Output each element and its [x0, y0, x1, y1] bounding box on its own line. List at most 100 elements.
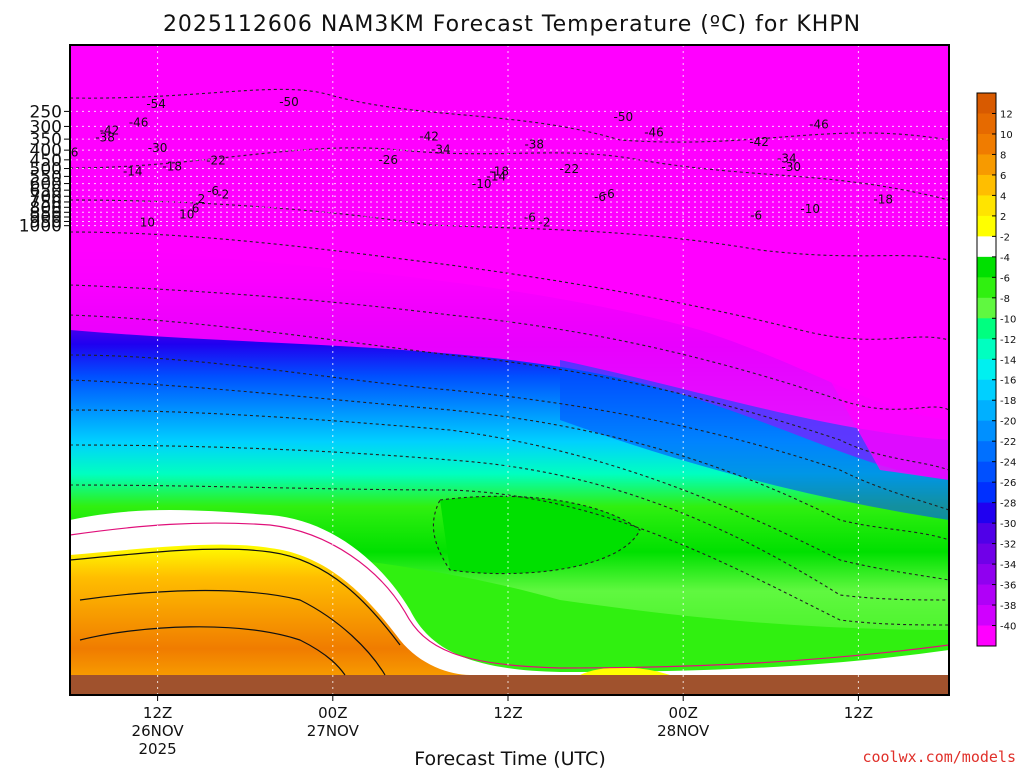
contour-label: -46	[644, 126, 664, 140]
colorbar-label: -10	[1000, 314, 1016, 325]
contour-label: 10	[140, 216, 155, 230]
contour-label: -38	[95, 130, 115, 144]
colorbar-swatch	[977, 195, 996, 217]
colorbar-frame	[976, 92, 997, 647]
y-tick-label: 1000	[19, 217, 62, 237]
colorbar-swatch	[977, 502, 996, 524]
colorbar-label: -34	[1000, 560, 1016, 571]
cold-midlevel-tongue	[560, 360, 949, 520]
contour-label: -30	[781, 160, 801, 174]
y-tick-label: 400	[30, 141, 62, 161]
contour-label: -46	[129, 116, 149, 130]
y-tick-label: 850	[30, 203, 62, 223]
colorbar-swatch	[977, 297, 996, 319]
contour-label: 10	[179, 208, 194, 222]
colorbar-swatch	[977, 400, 996, 422]
colorbar-swatch	[977, 215, 996, 237]
contour-label: -6	[524, 210, 536, 224]
y-tick-label: 800	[30, 198, 62, 218]
colorbar-label: -4	[1000, 253, 1010, 264]
colorbar-swatch	[977, 523, 996, 545]
colorbar-label: -32	[1000, 540, 1016, 551]
colorbar-swatch	[977, 564, 996, 586]
colorbar-label: -36	[1000, 581, 1016, 592]
contour-label: -42	[749, 135, 769, 149]
colorbar: 12 10 8 6 4 2 -2 -4 -6 -8 -10 -12 -14 -16 -18 -20 -22 -24…	[976, 92, 1016, 647]
colorbar-swatch	[977, 154, 996, 176]
x-tick-label: 12Z	[844, 704, 873, 722]
x-tick-label: 00Z	[669, 704, 698, 722]
colorbar-swatch	[977, 93, 996, 114]
colorbar-swatch	[977, 625, 996, 647]
x-tick-year: 2025	[139, 740, 177, 758]
contour-label: -6	[594, 190, 606, 204]
plot-area: -54-50-50-46-46-46-42-42-42-38-38-34-34-…	[70, 45, 949, 695]
colorbar-label: -28	[1000, 499, 1016, 510]
contour-label: 6	[192, 201, 200, 215]
colorbar-label: -6	[1000, 273, 1010, 284]
colorbar-label: -26	[1000, 478, 1016, 489]
colorbar-swatch	[977, 133, 996, 155]
credit-link[interactable]: coolwx.com/models	[862, 748, 1016, 766]
contour-label: -34	[431, 142, 451, 156]
colorbar-swatch	[977, 441, 996, 463]
contour-label: -10	[800, 202, 820, 216]
colorbar-label: -12	[1000, 335, 1016, 346]
freezing-isotherm	[70, 522, 949, 669]
x-tick-label: 12Z	[143, 704, 172, 722]
contour-label: -2	[539, 215, 551, 229]
contour-label: -42	[100, 123, 120, 137]
contour-label: -14	[487, 169, 507, 183]
colorbar-label: 10	[1000, 130, 1013, 141]
x-tick-label: 00Z	[318, 704, 347, 722]
y-tick-label: 900	[30, 208, 62, 228]
colorbar-swatch	[977, 277, 996, 299]
y-tick-label: 450	[30, 151, 62, 171]
warm-isotherms	[70, 548, 401, 676]
warm-surface-air	[70, 544, 470, 675]
colorbar-swatch	[977, 174, 996, 196]
colorbar-label: -16	[1000, 376, 1016, 387]
y-tick-label: 300	[30, 117, 62, 137]
y-axis: 2503003504004505005506006507007508008509…	[19, 102, 70, 237]
contour-label: -38	[524, 137, 544, 151]
colorbar-swatch	[977, 338, 996, 360]
colorbar-swatch	[977, 605, 996, 627]
colorbar-swatch	[977, 379, 996, 401]
colorbar-label: 6	[1000, 171, 1006, 182]
colorbar-label: -24	[1000, 458, 1016, 469]
upper-magenta-layer	[70, 45, 949, 420]
contour-label: -6	[750, 209, 762, 223]
colorbar-label: 2	[1000, 212, 1006, 223]
x-axis-label: Forecast Time (UTC)	[414, 748, 605, 768]
colorbar-swatch	[977, 420, 996, 442]
colorbar-swatch	[977, 359, 996, 381]
x-tick-date: 27NOV	[307, 722, 360, 740]
y-tick-label: 500	[30, 160, 62, 180]
colorbar-label: -40	[1000, 622, 1016, 633]
contour-label: -18	[162, 160, 182, 174]
colorbar-swatch	[977, 236, 996, 258]
y-tick-label: 950	[30, 212, 62, 232]
cold-pocket-minus6	[440, 496, 640, 574]
contour-label: -22	[560, 162, 580, 176]
y-tick-label: 350	[30, 130, 62, 150]
colorbar-swatch	[977, 584, 996, 606]
contour-label: -18	[489, 165, 509, 179]
y-tick-label: 600	[30, 175, 62, 195]
colorbar-label: -20	[1000, 417, 1016, 428]
contour-label: -34	[777, 152, 797, 166]
colorbar-label: -14	[1000, 355, 1016, 366]
contour-label: -26	[378, 153, 398, 167]
colorbar-label: 12	[1000, 109, 1013, 120]
contour-label: -2	[217, 188, 229, 202]
contour-label: -46	[809, 118, 829, 132]
x-tick-label: 12Z	[493, 704, 522, 722]
colorbar-swatch	[977, 113, 996, 135]
y-tick-label: 550	[30, 167, 62, 187]
y-tick-label: 750	[30, 193, 62, 213]
grid	[70, 45, 949, 695]
colorbar-label: 4	[1000, 191, 1006, 202]
